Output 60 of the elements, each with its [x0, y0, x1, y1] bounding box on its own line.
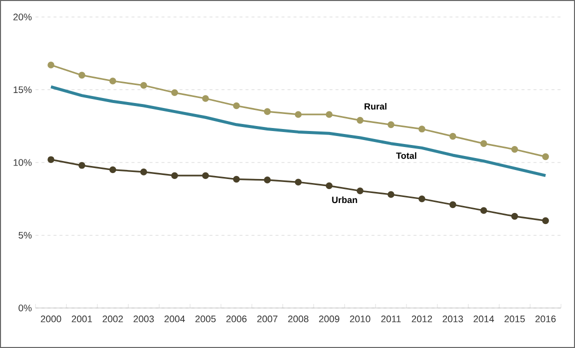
point	[388, 121, 394, 128]
point	[202, 95, 209, 102]
point	[109, 166, 116, 174]
point	[140, 168, 148, 176]
point	[388, 191, 394, 198]
series-label: Total	[396, 152, 416, 159]
line-series	[49, 85, 548, 178]
point	[48, 156, 54, 163]
x-tick-label: 2003	[134, 316, 154, 322]
point	[356, 116, 364, 124]
x-tick-label: 2016	[535, 316, 556, 322]
point	[78, 162, 86, 169]
point	[171, 172, 178, 179]
point	[511, 146, 518, 153]
point	[542, 217, 549, 224]
x-tick-label: 2012	[412, 316, 432, 322]
point	[326, 182, 333, 190]
y-tick-label: 20%	[13, 14, 32, 20]
x-tick-label: 2004	[164, 316, 185, 322]
point	[480, 207, 488, 214]
x-tick-label: 2001	[72, 316, 92, 322]
point	[418, 126, 426, 132]
series-label: Urban	[332, 196, 358, 204]
point	[48, 62, 54, 68]
point	[480, 140, 488, 147]
point	[109, 78, 116, 84]
x-tick-label: 2005	[195, 316, 216, 322]
point	[356, 187, 364, 194]
x-tick-label: 2008	[288, 316, 308, 322]
y-tick-label: 0%	[18, 304, 32, 312]
y-tick-label: 5%	[18, 232, 32, 239]
point	[233, 176, 240, 183]
x-tick-label: 2006	[226, 316, 247, 322]
point	[511, 212, 518, 220]
point	[449, 132, 456, 140]
x-tick-label: 2010	[350, 316, 370, 322]
x-tick-label: 2013	[442, 316, 463, 322]
point	[264, 108, 271, 115]
x-tick-label: 2009	[319, 316, 340, 322]
x-tick-label: 2000	[40, 316, 62, 322]
x-tick-label: 2014	[474, 316, 494, 322]
point	[78, 72, 86, 79]
point	[418, 195, 426, 202]
point	[294, 178, 302, 186]
y-tick-label: 10%	[14, 159, 32, 166]
point	[542, 153, 549, 160]
series-label: Rural	[364, 102, 386, 110]
x-tick-label: 2011	[381, 316, 401, 322]
point	[294, 111, 302, 118]
point	[233, 102, 240, 110]
x-tick-label: 2007	[257, 316, 278, 322]
y-tick-label: 15%	[14, 86, 32, 94]
point	[449, 201, 456, 208]
x-tick-label: 2002	[102, 316, 123, 322]
point	[326, 111, 333, 118]
x-tick-label: 2015	[504, 316, 525, 322]
point	[140, 82, 148, 89]
point	[202, 172, 209, 179]
point	[171, 89, 178, 96]
point	[264, 176, 271, 184]
